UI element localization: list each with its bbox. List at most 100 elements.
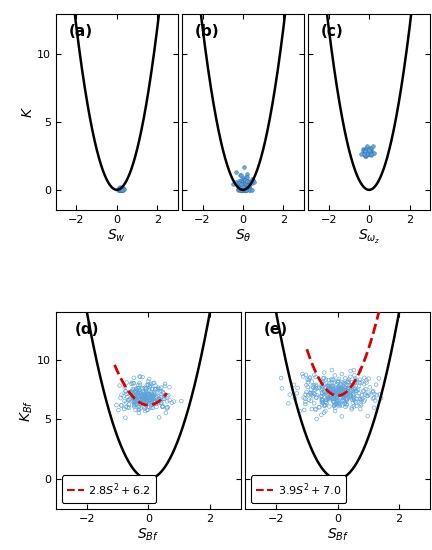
Point	[345, 386, 352, 394]
Point	[171, 397, 178, 406]
Point	[235, 185, 242, 194]
Point	[137, 381, 143, 389]
Point	[125, 389, 132, 398]
Point	[336, 382, 343, 391]
Point	[238, 178, 245, 187]
Point	[350, 385, 357, 394]
Point	[355, 386, 362, 394]
Point	[146, 390, 152, 399]
Point	[318, 392, 325, 400]
Point	[139, 394, 146, 403]
Point	[336, 399, 343, 408]
Point	[332, 395, 339, 404]
Point	[158, 393, 165, 402]
Point	[334, 397, 341, 406]
Point	[338, 412, 345, 421]
Point	[139, 390, 146, 399]
Point	[342, 379, 349, 388]
Point	[359, 391, 365, 400]
Point	[129, 378, 136, 387]
Point	[133, 400, 140, 409]
Point	[347, 390, 354, 399]
Point	[353, 376, 359, 384]
Point	[133, 384, 140, 393]
Point	[164, 392, 171, 401]
Point	[311, 399, 318, 408]
Point	[308, 377, 315, 386]
Point	[352, 385, 359, 394]
Point	[343, 394, 349, 403]
Point	[366, 147, 373, 156]
Point	[121, 383, 128, 392]
Point	[236, 182, 243, 191]
Point	[237, 185, 244, 194]
Point	[142, 383, 149, 392]
Point	[329, 375, 336, 384]
Point	[333, 391, 340, 400]
Point	[353, 378, 360, 387]
Point	[242, 185, 249, 194]
Point	[135, 383, 142, 392]
Point	[339, 384, 346, 393]
Point	[373, 390, 380, 399]
Point	[343, 401, 350, 410]
Point	[117, 185, 124, 194]
X-axis label: $S_w$: $S_w$	[108, 228, 126, 244]
Point	[329, 387, 336, 396]
Point	[334, 394, 341, 403]
Point	[158, 398, 165, 407]
Point	[330, 395, 337, 404]
Point	[319, 382, 326, 391]
Point	[338, 383, 345, 392]
Point	[360, 387, 367, 396]
Point	[117, 183, 124, 192]
Point	[150, 390, 157, 399]
Point	[353, 387, 359, 395]
Point	[305, 378, 311, 387]
Point	[358, 150, 365, 158]
Point	[152, 385, 159, 394]
Point	[242, 179, 249, 188]
Point	[117, 184, 124, 192]
Point	[126, 400, 133, 409]
Point	[151, 378, 158, 387]
Point	[361, 396, 368, 405]
Point	[135, 389, 142, 398]
Point	[137, 399, 144, 408]
Point	[350, 366, 357, 375]
Point	[243, 183, 250, 192]
Point	[335, 376, 342, 385]
Point	[330, 397, 337, 405]
Point	[153, 395, 160, 404]
Point	[343, 382, 349, 391]
Point	[341, 392, 348, 400]
Point	[340, 378, 347, 387]
Point	[240, 182, 247, 191]
Point	[146, 386, 153, 395]
Point	[365, 148, 372, 157]
Point	[320, 398, 327, 407]
Point	[300, 372, 307, 381]
Point	[324, 382, 331, 390]
Point	[330, 387, 337, 395]
Point	[244, 180, 251, 189]
Point	[308, 397, 314, 405]
Point	[366, 390, 373, 399]
Point	[241, 177, 248, 185]
Point	[245, 182, 251, 191]
Point	[137, 372, 143, 381]
Point	[166, 383, 173, 392]
Point	[140, 393, 147, 402]
Point	[122, 413, 129, 422]
Point	[143, 393, 149, 402]
Point	[366, 383, 373, 392]
Point	[316, 403, 323, 411]
Point	[353, 398, 359, 407]
Point	[243, 177, 250, 186]
Point	[352, 375, 359, 383]
Point	[339, 396, 346, 405]
Point	[341, 399, 348, 408]
Point	[151, 397, 158, 406]
Point	[149, 392, 156, 401]
Point	[364, 150, 371, 158]
